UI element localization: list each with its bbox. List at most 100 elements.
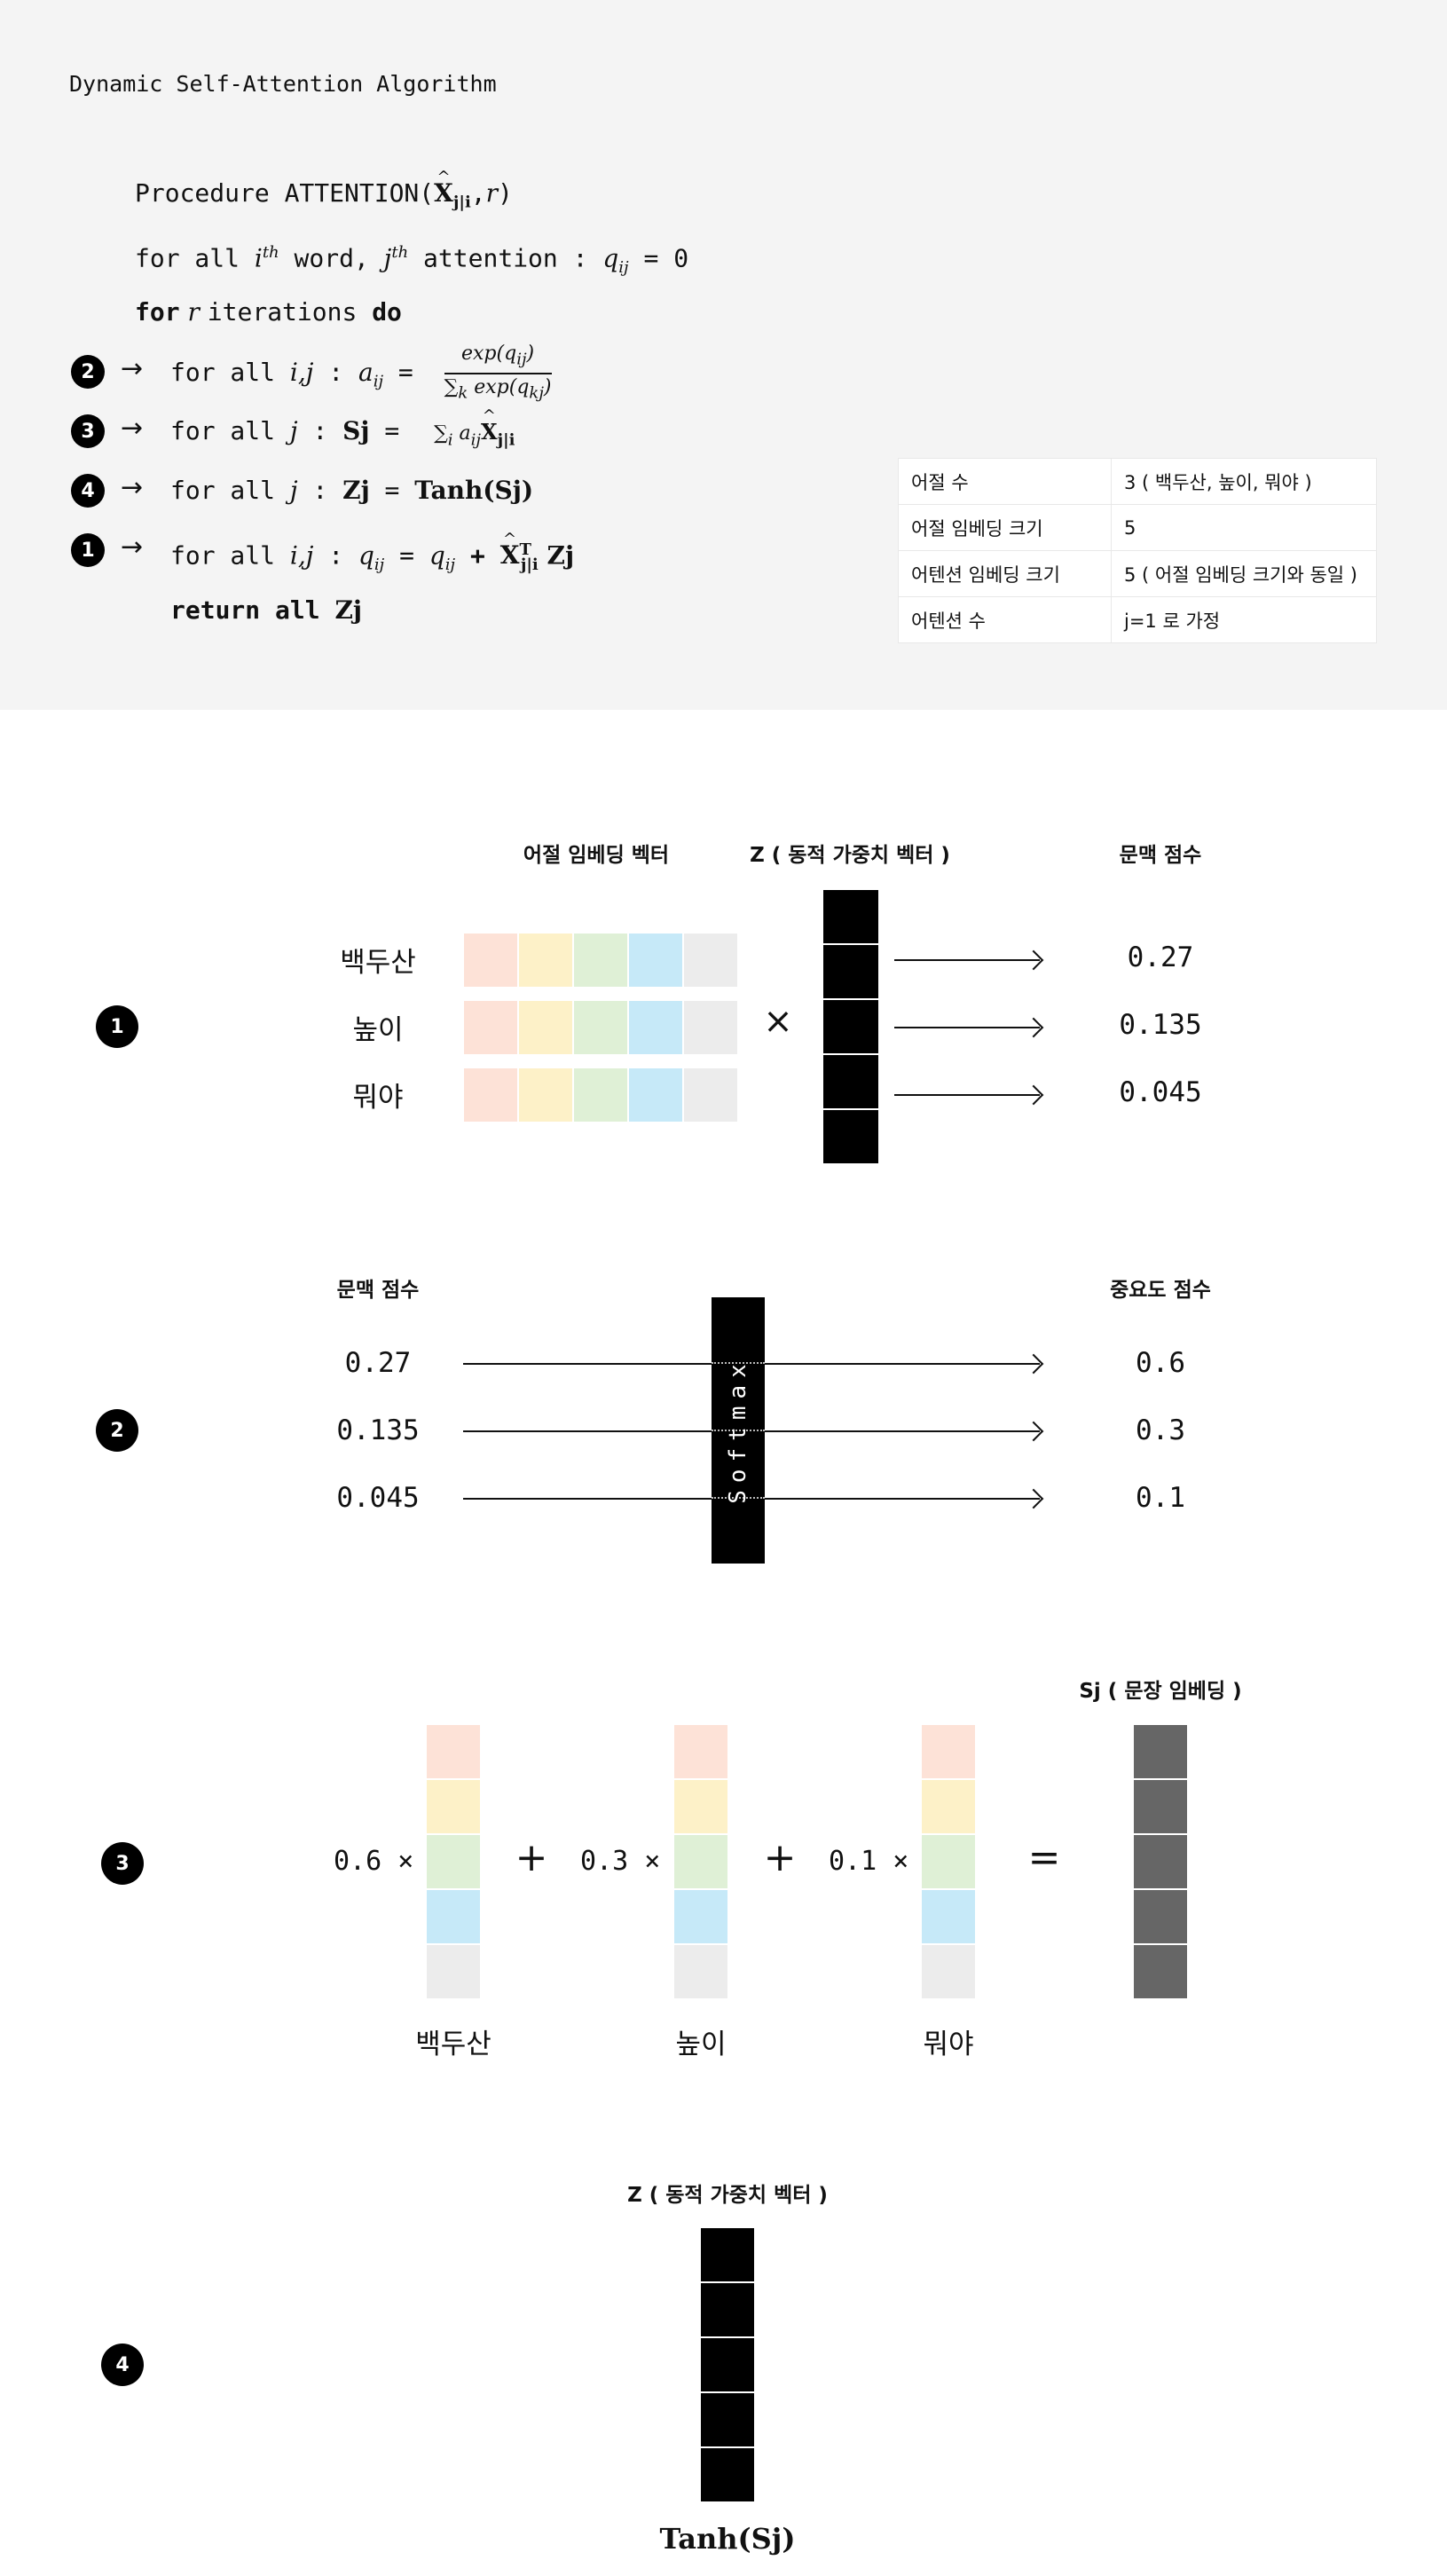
weight-cell [823, 1110, 878, 1165]
settings-value: 5 ( 어절 임베딩 크기와 동일 ) [1111, 550, 1377, 597]
sentence-embedding-cell [1134, 1780, 1187, 1835]
embedding-cell [427, 1780, 480, 1833]
embedding-cell [427, 1725, 480, 1778]
settings-value: j=1 로 가정 [1111, 596, 1377, 643]
weight-cell [701, 2393, 754, 2448]
tanh-label: Tanh(Sj) [659, 2522, 796, 2556]
dynamic-weight-header: Z ( 동적 가중치 벡터 ) [627, 2184, 828, 2207]
procedure-line: Procedure ATTENTION(Xj|i,r) [135, 176, 513, 212]
softmax-block: Softmax [712, 1297, 765, 1564]
settings-key: 어텐션 임베딩 크기 [898, 550, 1112, 597]
sentence-embedding-cell [1134, 1890, 1187, 1945]
tanh-step-line: for all j : Zj = Tanh(Sj) [170, 476, 534, 505]
embedding-cell [427, 1835, 480, 1888]
update-step-line: for all i,j : qij = qij + XTj|i Zj [170, 532, 574, 574]
embedding-vector-header: 어절 임베딩 벡터 [523, 844, 670, 867]
weight-coefficient: 0.1 × [829, 1846, 909, 1877]
section-badge-3: 3 [101, 1842, 144, 1885]
word-label: 백두산 [340, 947, 416, 979]
arrow-line [894, 1027, 1040, 1028]
embedding-cell [427, 1890, 480, 1943]
plus-sign: + [763, 1835, 797, 1880]
settings-value: 5 [1111, 504, 1377, 551]
context-score: 0.27 [1127, 941, 1194, 973]
embedding-cell [674, 1890, 727, 1943]
step-badge-2: 2 [71, 355, 105, 389]
settings-key: 어텐션 수 [898, 596, 1112, 643]
embedding-cell [574, 1068, 627, 1122]
embedding-cell [464, 934, 517, 987]
embedding-cell [674, 1945, 727, 1998]
embedding-cell [922, 1945, 975, 1998]
embedding-cell [684, 1001, 737, 1054]
word-label: 뭐야 [352, 1082, 404, 1114]
equals-sign: = [1027, 1835, 1061, 1880]
sentence-embedding-header: Sj ( 문장 임베딩 ) [1079, 1680, 1242, 1703]
multiply-sign: × [763, 1001, 793, 1042]
settings-row: 어절 임베딩 크기 5 [898, 504, 1377, 551]
importance-score: 0.1 [1136, 1482, 1185, 1514]
settings-key: 어절 수 [898, 458, 1112, 505]
input-score: 0.27 [344, 1347, 412, 1379]
input-score: 0.045 [336, 1482, 420, 1514]
embedding-cell [674, 1725, 727, 1778]
softmax-step-line: for all i,j : aij = exp(qij) ∑k exp(qkj) [170, 337, 552, 408]
weight-cell [701, 2338, 754, 2393]
embedding-cell [519, 1001, 572, 1054]
embedding-cell [684, 934, 737, 987]
embedding-cell [629, 1001, 682, 1054]
weight-cell [701, 2448, 754, 2503]
section-badge-2: 2 [96, 1409, 138, 1452]
weight-cell [823, 1000, 878, 1055]
weight-cell [701, 2283, 754, 2338]
arrow-icon: → [121, 413, 144, 444]
weight-cell [701, 2228, 754, 2283]
arrow-icon: → [121, 532, 144, 563]
step-badge-4: 4 [71, 474, 105, 508]
step-badge-3: 3 [71, 414, 105, 448]
sentence-embedding-cell [1134, 1725, 1187, 1780]
init-line: for all ith word, jth attention : qij = … [135, 243, 689, 277]
context-score: 0.135 [1119, 1009, 1202, 1041]
loop-line: for r iterations do [135, 297, 402, 327]
importance-score: 0.3 [1136, 1414, 1185, 1446]
step-badge-1: 1 [71, 533, 105, 567]
weight-coefficient: 0.6 × [334, 1846, 414, 1877]
softmax-fraction: exp(qij) ∑k exp(qkj) [444, 342, 552, 403]
word-label: 뭐야 [923, 2029, 974, 2060]
context-score: 0.045 [1119, 1076, 1202, 1108]
embedding-cell [922, 1780, 975, 1833]
weighted-sum-line: for all j : Sj = ∑i aijXj|i [170, 414, 515, 450]
word-label: 백두산 [415, 2029, 492, 2060]
input-score: 0.135 [336, 1414, 420, 1446]
section-badge-1: 1 [96, 1005, 138, 1048]
embedding-cell [464, 1001, 517, 1054]
embedding-cell [684, 1068, 737, 1122]
embedding-cell [922, 1835, 975, 1888]
settings-row: 어텐션 임베딩 크기 5 ( 어절 임베딩 크기와 동일 ) [898, 550, 1377, 597]
importance-score: 0.6 [1136, 1347, 1185, 1379]
embedding-cell [674, 1780, 727, 1833]
embedding-cell [427, 1945, 480, 1998]
return-line: return all Zj [170, 595, 363, 625]
word-label: 높이 [675, 2029, 727, 2060]
sentence-embedding-cell [1134, 1945, 1187, 2000]
settings-row: 어텐션 수 j=1 로 가정 [898, 596, 1377, 643]
word-label: 높이 [352, 1014, 404, 1046]
embedding-cell [629, 934, 682, 987]
weight-coefficient: 0.3 × [580, 1846, 661, 1877]
settings-value: 3 ( 백두산, 높이, 뭐야 ) [1111, 458, 1377, 505]
embedding-cell [574, 1001, 627, 1054]
weight-cell [823, 890, 878, 945]
arrow-line [894, 1094, 1040, 1096]
dynamic-weight-header: Z ( 동적 가중치 벡터 ) [750, 844, 950, 867]
plus-sign: + [515, 1835, 548, 1880]
embedding-cell [519, 1068, 572, 1122]
embedding-cell [674, 1835, 727, 1888]
embedding-cell [574, 934, 627, 987]
embedding-cell [629, 1068, 682, 1122]
sentence-embedding-cell [1134, 1835, 1187, 1890]
softmax-label: Softmax [725, 1357, 751, 1504]
